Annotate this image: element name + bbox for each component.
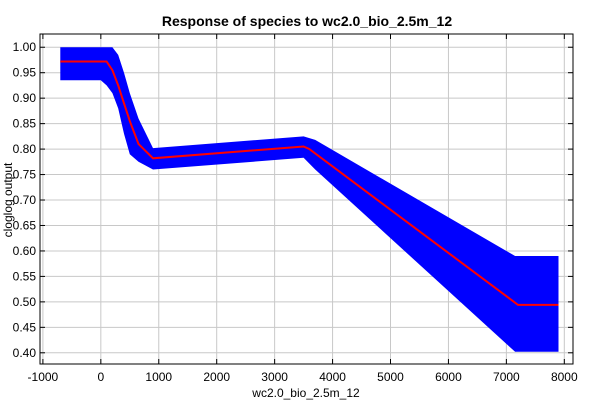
x-tick-label: 1000 (145, 370, 172, 384)
y-tick-label: 0.80 (13, 142, 37, 156)
plot-area (60, 47, 559, 352)
grid (40, 34, 573, 364)
x-tick-label: 3000 (261, 370, 288, 384)
mean-response-line (60, 60, 559, 306)
y-tick-label: 0.55 (13, 269, 37, 283)
y-axis: 0.40 0.45 0.50 0.55 0.60 0.65 0.70 0.75 0.80 0.85… (13, 40, 573, 360)
x-tick-label: 5000 (377, 370, 404, 384)
y-tick-label: 0.70 (13, 193, 37, 207)
y-tick-label: 0.75 (13, 168, 37, 182)
x-tick-label: 0 (97, 370, 104, 384)
y-axis-label: cloglog output (1, 162, 15, 237)
y-tick-label: 0.95 (13, 66, 37, 80)
y-tick-label: 0.40 (13, 346, 37, 360)
y-tick-label: 0.60 (13, 244, 37, 258)
x-tick-label: 6000 (435, 370, 462, 384)
y-tick-label: 0.85 (13, 117, 37, 131)
y-tick-label: 1.00 (13, 40, 37, 54)
x-axis: -1000 0 1000 2000 3000 4000 5000 6000 7000 8000 (28, 34, 578, 384)
y-tick-label: 0.90 (13, 91, 37, 105)
x-axis-label: wc2.0_bio_2.5m_12 (251, 386, 360, 400)
y-tick-label: 0.45 (13, 320, 37, 334)
plot-frame (39, 33, 574, 365)
y-tick-label: 0.65 (13, 218, 37, 232)
x-tick-label: 4000 (319, 370, 346, 384)
x-tick-label: 2000 (203, 370, 230, 384)
x-tick-label: 7000 (493, 370, 520, 384)
axes-box (39, 33, 574, 365)
x-tick-label: 8000 (551, 370, 578, 384)
y-tick-label: 0.50 (13, 295, 37, 309)
x-tick-label: -1000 (28, 370, 59, 384)
chart-title: Response of species to wc2.0_bio_2.5m_12 (162, 13, 452, 29)
confidence-band (60, 47, 559, 352)
